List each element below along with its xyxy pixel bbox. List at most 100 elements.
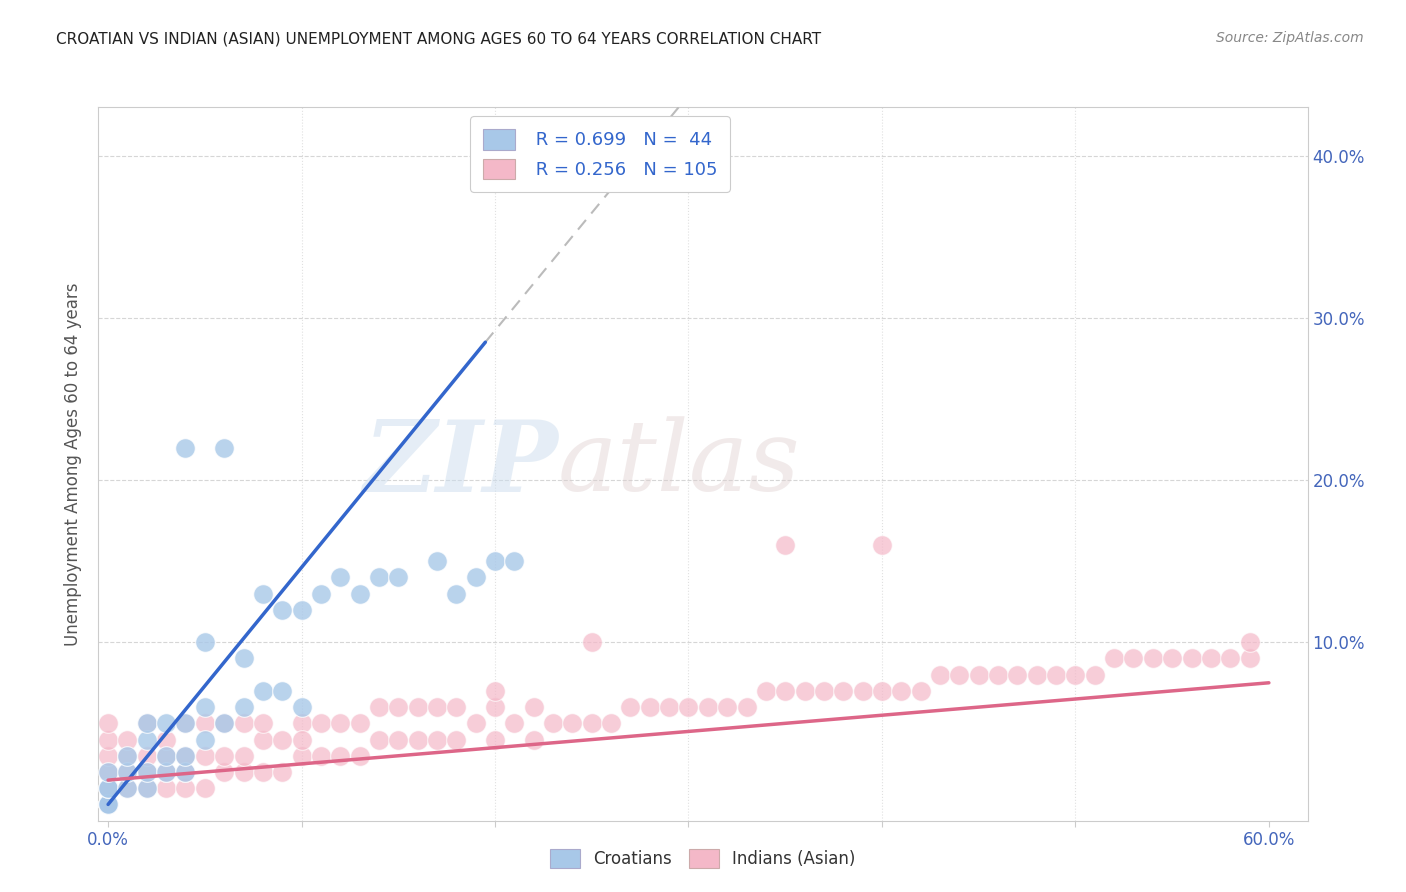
Point xyxy=(1102,651,1125,665)
Point xyxy=(290,732,312,747)
Point xyxy=(581,716,603,731)
Point xyxy=(446,732,468,747)
Point xyxy=(890,684,912,698)
Point xyxy=(349,748,371,763)
Point xyxy=(484,732,506,747)
Point xyxy=(212,764,235,779)
Point xyxy=(1084,667,1107,681)
Point xyxy=(174,748,197,763)
Point xyxy=(97,797,120,812)
Point xyxy=(484,554,506,568)
Point xyxy=(426,700,449,714)
Point xyxy=(813,684,835,698)
Point xyxy=(773,538,796,552)
Text: atlas: atlas xyxy=(558,417,800,511)
Point xyxy=(290,603,312,617)
Point xyxy=(155,732,177,747)
Point xyxy=(638,700,661,714)
Point xyxy=(773,684,796,698)
Point xyxy=(117,764,139,779)
Point xyxy=(1199,651,1222,665)
Point xyxy=(503,554,526,568)
Point xyxy=(194,748,217,763)
Point xyxy=(97,797,120,812)
Point xyxy=(446,700,468,714)
Point xyxy=(929,667,952,681)
Point xyxy=(503,716,526,731)
Point xyxy=(135,732,157,747)
Text: Source: ZipAtlas.com: Source: ZipAtlas.com xyxy=(1216,31,1364,45)
Point xyxy=(212,748,235,763)
Point xyxy=(1219,651,1241,665)
Point xyxy=(696,700,718,714)
Point xyxy=(194,635,217,649)
Point xyxy=(1025,667,1047,681)
Legend: Croatians, Indians (Asian): Croatians, Indians (Asian) xyxy=(544,842,862,875)
Point xyxy=(464,716,486,731)
Point xyxy=(987,667,1010,681)
Point xyxy=(910,684,932,698)
Point xyxy=(870,538,893,552)
Point xyxy=(155,764,177,779)
Point xyxy=(658,700,681,714)
Point xyxy=(464,570,486,584)
Point xyxy=(290,716,312,731)
Point xyxy=(252,716,274,731)
Point xyxy=(406,732,429,747)
Point xyxy=(290,748,312,763)
Point xyxy=(194,732,217,747)
Point xyxy=(735,700,758,714)
Point xyxy=(252,684,274,698)
Point xyxy=(155,764,177,779)
Point xyxy=(174,748,197,763)
Point xyxy=(97,781,120,796)
Point xyxy=(155,748,177,763)
Point xyxy=(870,684,893,698)
Point xyxy=(309,716,332,731)
Point xyxy=(117,732,139,747)
Point xyxy=(174,441,197,455)
Point xyxy=(446,586,468,600)
Point xyxy=(97,781,120,796)
Point xyxy=(678,700,700,714)
Point xyxy=(368,700,391,714)
Point xyxy=(368,732,391,747)
Point xyxy=(271,684,294,698)
Point xyxy=(387,700,409,714)
Point xyxy=(290,700,312,714)
Point xyxy=(252,732,274,747)
Point xyxy=(212,441,235,455)
Point xyxy=(97,764,120,779)
Point xyxy=(600,716,623,731)
Point xyxy=(97,748,120,763)
Point xyxy=(561,716,583,731)
Point xyxy=(271,732,294,747)
Point xyxy=(309,586,332,600)
Point xyxy=(194,700,217,714)
Point xyxy=(155,748,177,763)
Point xyxy=(232,651,254,665)
Point xyxy=(832,684,855,698)
Point xyxy=(174,764,197,779)
Point xyxy=(1180,651,1202,665)
Point xyxy=(155,716,177,731)
Point xyxy=(135,716,157,731)
Point xyxy=(117,781,139,796)
Point xyxy=(194,781,217,796)
Point xyxy=(271,603,294,617)
Point xyxy=(232,700,254,714)
Point xyxy=(484,684,506,698)
Point xyxy=(232,748,254,763)
Point xyxy=(97,797,120,812)
Point xyxy=(212,716,235,731)
Point xyxy=(349,716,371,731)
Point xyxy=(948,667,970,681)
Point xyxy=(135,764,157,779)
Point xyxy=(252,764,274,779)
Point xyxy=(484,700,506,714)
Point xyxy=(135,716,157,731)
Point xyxy=(309,748,332,763)
Point xyxy=(97,764,120,779)
Point xyxy=(97,797,120,812)
Point xyxy=(117,764,139,779)
